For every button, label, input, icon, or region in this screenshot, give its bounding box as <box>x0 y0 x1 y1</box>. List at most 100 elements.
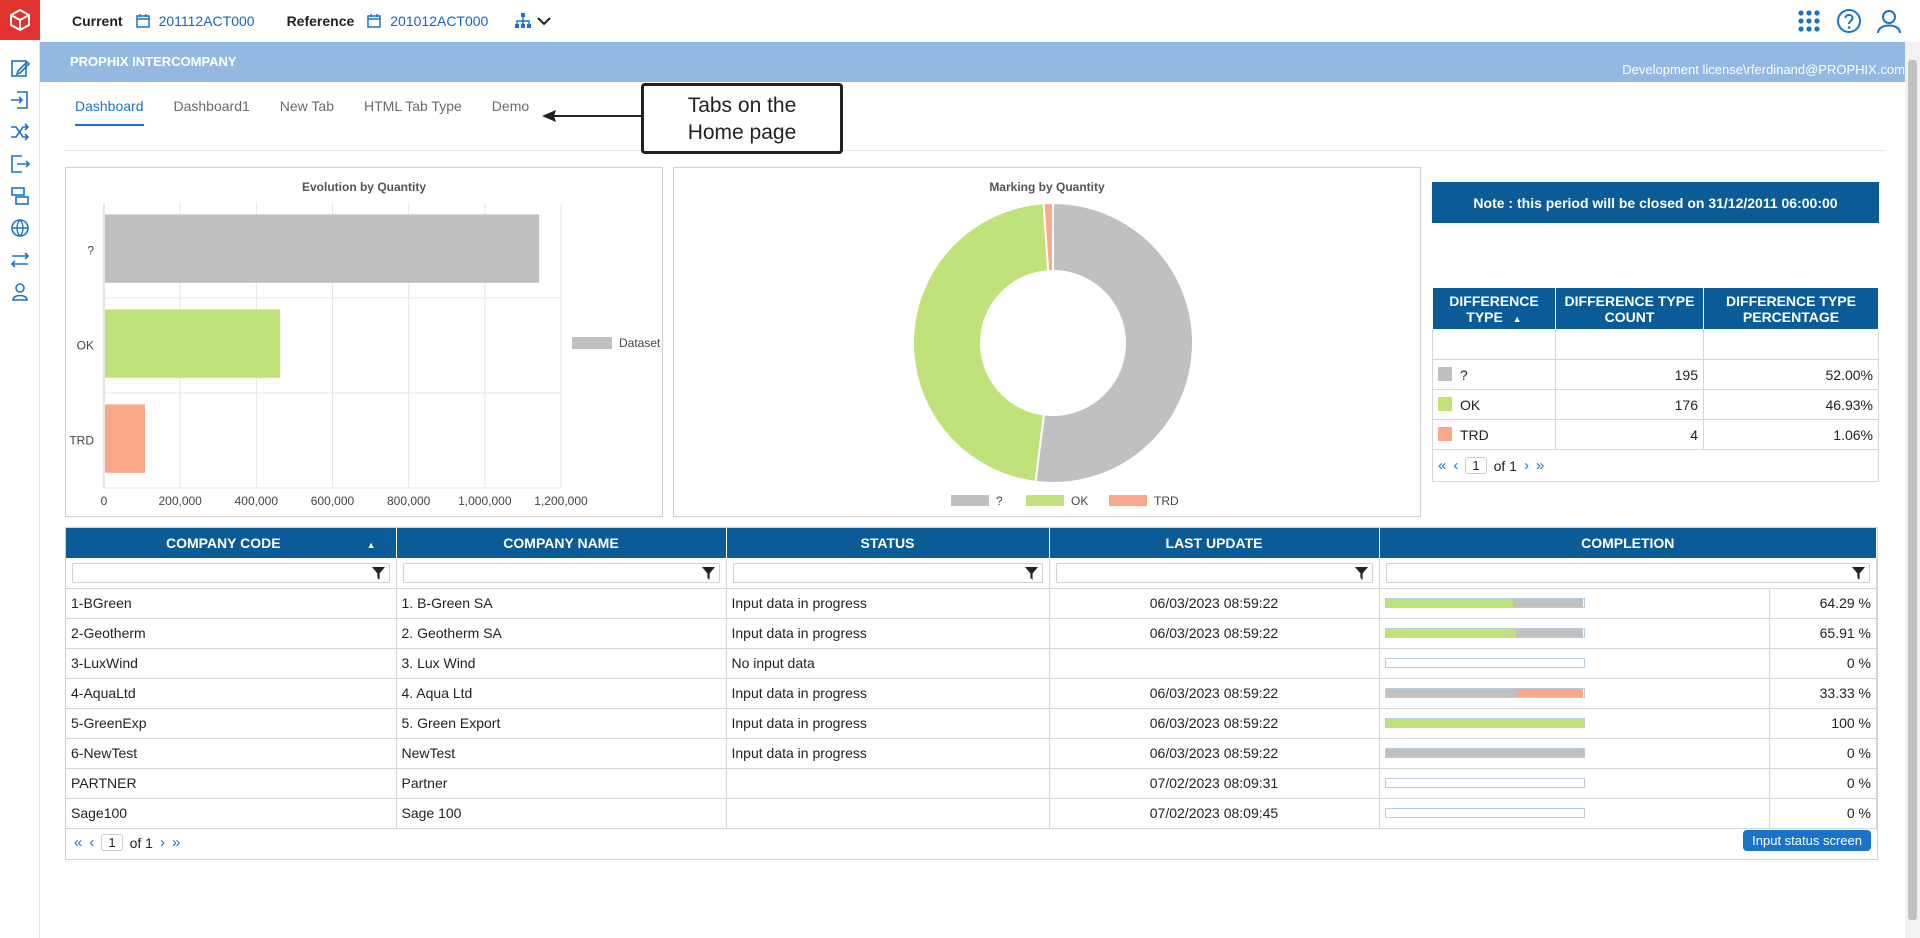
apps-grid-icon[interactable] <box>1796 8 1822 34</box>
input-status-screen-button[interactable]: Input status screen <box>1743 830 1871 851</box>
legend-label: ? <box>996 494 1003 508</box>
help-icon[interactable] <box>1836 8 1862 34</box>
vertical-scrollbar[interactable] <box>1905 42 1920 938</box>
table-row[interactable]: 5-GreenExp 5. Green Export Input data in p… <box>66 708 1877 739</box>
calendar-icon[interactable] <box>135 13 151 29</box>
sidebar-item-transfer[interactable] <box>0 244 40 276</box>
completion-progress-bar <box>1384 718 1585 728</box>
col-difference-type[interactable]: DIFFERENCE TYPE ▲ <box>1432 287 1556 330</box>
tabs-callout: Tabs on the Home page <box>641 83 843 154</box>
completion-progress-bar <box>1384 778 1585 788</box>
x-tick-label: 1,000,000 <box>458 494 512 508</box>
status-cell <box>726 798 1050 829</box>
page-number-input[interactable]: 1 <box>101 834 123 851</box>
table-row[interactable]: 2-Geotherm 2. Geotherm SA Input data in pr… <box>66 618 1877 649</box>
completion-percent-cell: 0 % <box>1769 738 1877 769</box>
import-icon <box>11 91 28 109</box>
sidebar-item-layers[interactable] <box>0 180 40 212</box>
prev-page-icon[interactable]: ‹ <box>89 834 95 851</box>
filter-input-last-update[interactable] <box>1055 562 1373 583</box>
col-company-code[interactable]: COMPANY CODE ▲ <box>66 528 397 558</box>
cube-logo-icon <box>10 8 30 32</box>
col-difference-percentage[interactable]: DIFFERENCE TYPE PERCENTAGE <box>1703 287 1879 330</box>
tab-dashboard1[interactable]: Dashboard1 <box>173 98 250 114</box>
next-page-icon[interactable]: › <box>159 834 165 851</box>
filter-icon[interactable] <box>371 566 385 580</box>
table-row[interactable]: 1-BGreen 1. B-Green SA Input data in progr… <box>66 588 1877 619</box>
completion-progress-bar <box>1384 628 1585 638</box>
status-cell: No input data <box>726 648 1050 679</box>
sidebar-item-edit[interactable] <box>0 52 40 84</box>
company-name-cell: 4. Aqua Ltd <box>396 678 727 709</box>
table-row[interactable]: TRD 4 1.06% <box>1432 419 1879 450</box>
col-last-update[interactable]: LAST UPDATE <box>1049 528 1380 558</box>
completion-bar-cell <box>1379 738 1770 769</box>
col-company-name[interactable]: COMPANY NAME <box>396 528 727 558</box>
company-code-cell: 6-NewTest <box>66 738 397 769</box>
last-page-icon[interactable]: » <box>171 834 181 851</box>
x-tick-label: 200,000 <box>158 494 202 508</box>
legend-swatch <box>1109 495 1147 506</box>
legend-label: OK <box>1071 494 1088 508</box>
filter-input-status[interactable] <box>732 562 1043 583</box>
bar-trd <box>105 404 145 473</box>
filter-input-company-code[interactable] <box>72 562 390 583</box>
table-row[interactable]: 3-LuxWind 3. Lux Wind No input data 0 % <box>66 648 1877 679</box>
table-row[interactable]: PARTNER Partner 07/02/2023 08:09:31 0 % <box>66 768 1877 799</box>
col-status[interactable]: STATUS <box>726 528 1050 558</box>
page-count: of 1 <box>129 834 153 851</box>
last-page-icon[interactable]: » <box>1535 457 1545 474</box>
filter-input-completion[interactable] <box>1385 562 1870 583</box>
bar-chart: 0 200,000 400,000 600,000 800,000 1,000,000 1,… <box>69 203 661 508</box>
filter-input-company-name[interactable] <box>402 562 720 583</box>
next-page-icon[interactable]: › <box>1523 457 1529 474</box>
scrollbar-thumb[interactable] <box>1908 60 1917 920</box>
col-difference-count[interactable]: DIFFERENCE TYPE COUNT <box>1555 287 1704 330</box>
sidebar-item-globe[interactable] <box>0 212 40 244</box>
first-page-icon[interactable]: « <box>74 834 83 851</box>
completion-percent-cell: 0 % <box>1769 798 1877 829</box>
table-row[interactable]: OK 176 46.93% <box>1432 389 1879 420</box>
table-row[interactable]: ? 195 52.00% <box>1432 359 1879 390</box>
legend-swatch <box>1438 426 1452 441</box>
current-scenario-link[interactable]: 201112ACT000 <box>158 13 255 29</box>
evolution-chart-panel: Evolution by Quantity 0 200,000 400,000 600… <box>65 167 663 517</box>
tab-new-tab[interactable]: New Tab <box>279 98 334 114</box>
legend-swatch <box>1026 495 1064 506</box>
bar-unknown <box>105 214 540 283</box>
page-number-input[interactable]: 1 <box>1465 457 1487 474</box>
filter-icon[interactable] <box>1354 566 1368 580</box>
sidebar-item-shuffle[interactable] <box>0 116 40 148</box>
user-icon[interactable] <box>1876 8 1902 34</box>
tab-html-tab-type[interactable]: HTML Tab Type <box>364 98 462 114</box>
app-logo[interactable] <box>0 0 40 40</box>
donut-slice-trd <box>1042 201 1054 273</box>
prev-page-icon[interactable]: ‹ <box>1453 457 1459 474</box>
filter-icon[interactable] <box>1024 566 1038 580</box>
table-row[interactable]: 6-NewTest NewTest Input data in progress 06… <box>66 738 1877 769</box>
sidebar-item-export[interactable] <box>0 148 40 180</box>
table-row[interactable]: 4-AquaLtd 4. Aqua Ltd Input data in progre… <box>66 678 1877 709</box>
progress-segment <box>1516 629 1584 637</box>
sidebar-item-import[interactable] <box>0 84 40 116</box>
company-name-cell: 2. Geotherm SA <box>396 618 727 649</box>
progress-segment <box>1385 629 1516 637</box>
col-completion[interactable]: COMPLETION <box>1379 528 1877 558</box>
table-row[interactable]: Sage100 Sage 100 07/02/2023 08:09:45 0 % <box>66 798 1877 829</box>
status-cell: Input data in progress <box>726 738 1050 769</box>
tab-dashboard[interactable]: Dashboard <box>75 98 144 126</box>
filter-icon[interactable] <box>701 566 715 580</box>
donut-slice-ok <box>912 202 1050 484</box>
reference-scenario-link[interactable]: 201012ACT000 <box>390 13 489 29</box>
sidebar-item-users[interactable] <box>0 276 40 308</box>
filter-icon[interactable] <box>1852 566 1865 580</box>
legend-swatch <box>951 495 989 506</box>
callout-line1: Tabs on the <box>687 93 797 117</box>
chevron-down-icon[interactable] <box>536 13 552 29</box>
tab-demo[interactable]: Demo <box>491 98 530 114</box>
calendar-icon[interactable] <box>366 13 382 29</box>
hierarchy-icon[interactable] <box>514 12 532 30</box>
first-page-icon[interactable]: « <box>1438 457 1447 474</box>
company-name-cell: Partner <box>396 768 727 799</box>
completion-progress-bar <box>1384 658 1585 668</box>
